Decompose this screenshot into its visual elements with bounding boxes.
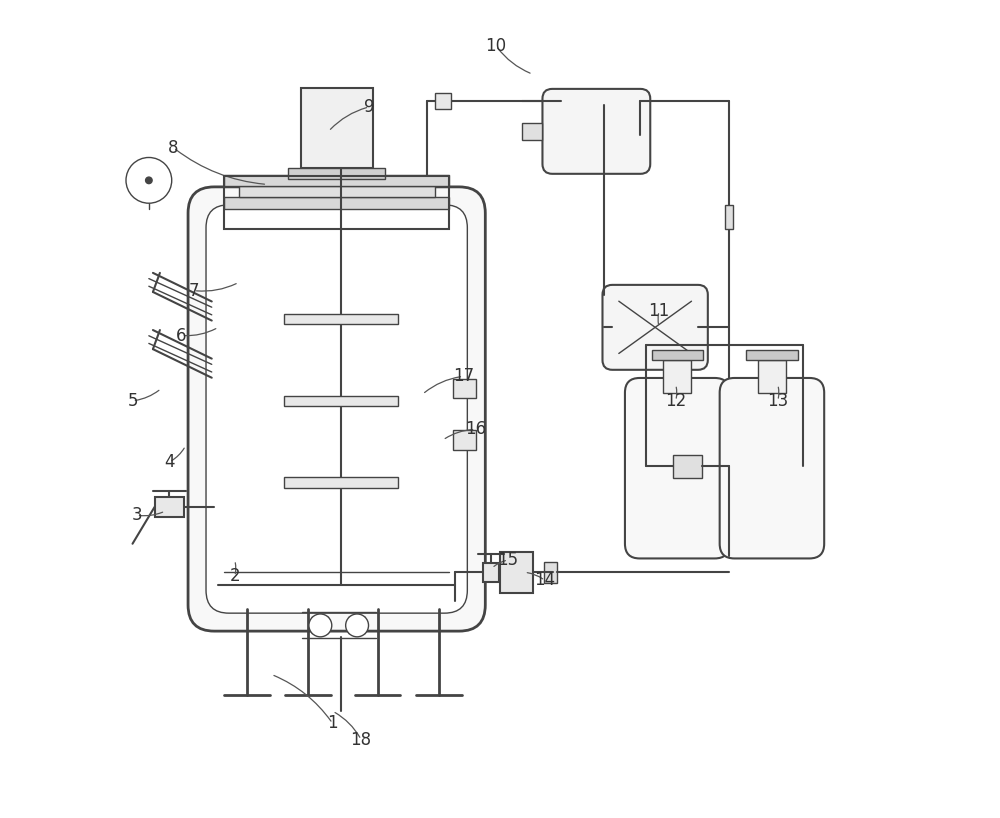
- Bar: [500, 552, 533, 593]
- Bar: [239, 186, 435, 197]
- Text: 16: 16: [465, 420, 486, 438]
- Bar: [663, 360, 691, 393]
- Bar: [652, 350, 703, 360]
- Text: 5: 5: [127, 392, 138, 410]
- Circle shape: [126, 158, 172, 203]
- Circle shape: [346, 614, 369, 637]
- Text: 2: 2: [229, 568, 240, 586]
- Text: 3: 3: [131, 506, 142, 524]
- Bar: [224, 176, 449, 229]
- Bar: [483, 563, 499, 582]
- Bar: [284, 396, 398, 407]
- Circle shape: [146, 177, 152, 183]
- Bar: [758, 360, 786, 393]
- Bar: [284, 477, 398, 488]
- Text: 18: 18: [351, 730, 372, 748]
- FancyBboxPatch shape: [720, 378, 824, 559]
- Text: 9: 9: [364, 98, 375, 116]
- Bar: [301, 88, 373, 169]
- FancyBboxPatch shape: [625, 378, 729, 559]
- Text: 17: 17: [453, 367, 474, 385]
- Bar: [673, 455, 702, 478]
- Text: 6: 6: [176, 326, 187, 344]
- Text: 4: 4: [164, 453, 175, 471]
- Text: 1: 1: [327, 714, 338, 732]
- Bar: [224, 174, 449, 186]
- Bar: [155, 497, 184, 517]
- Bar: [725, 204, 733, 229]
- Bar: [746, 350, 798, 360]
- FancyBboxPatch shape: [602, 285, 708, 370]
- FancyBboxPatch shape: [542, 89, 650, 173]
- Text: 8: 8: [168, 139, 179, 157]
- Text: 14: 14: [534, 572, 555, 590]
- Text: 15: 15: [498, 551, 519, 569]
- Bar: [453, 430, 476, 450]
- Bar: [224, 197, 449, 209]
- Bar: [544, 562, 557, 583]
- Bar: [453, 379, 476, 398]
- Bar: [284, 314, 398, 325]
- Bar: [522, 124, 542, 140]
- Circle shape: [309, 614, 332, 637]
- FancyBboxPatch shape: [206, 204, 467, 614]
- Text: 11: 11: [649, 302, 670, 320]
- Bar: [288, 169, 385, 178]
- Bar: [435, 93, 451, 110]
- Text: 10: 10: [485, 37, 506, 55]
- Text: 13: 13: [767, 392, 788, 410]
- Text: 12: 12: [665, 392, 686, 410]
- FancyBboxPatch shape: [188, 187, 485, 631]
- Text: 7: 7: [189, 281, 199, 299]
